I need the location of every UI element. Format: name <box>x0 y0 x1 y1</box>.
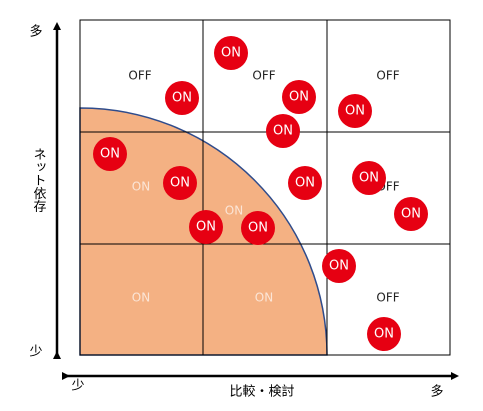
badge-label: ON <box>273 124 293 139</box>
grid <box>79 19 451 356</box>
badge-label: ON <box>248 221 268 236</box>
cell-label: OFF <box>128 69 151 83</box>
badge-label: ON <box>329 259 349 274</box>
badge-label: ON <box>359 171 379 186</box>
badge-label: ON <box>196 220 216 235</box>
cell-label: OFF <box>252 69 275 83</box>
badge-circle <box>288 166 322 200</box>
badge-label: ON <box>374 327 394 342</box>
cell-label: ON <box>225 204 243 218</box>
cell-label: ON <box>255 291 273 305</box>
cell-label: OFF <box>376 69 399 83</box>
cell-label: ON <box>132 291 150 305</box>
cell-label: OFF <box>376 291 399 305</box>
badges: ON ON ON ON ON ON ON ON ON ON ON ON ON ON <box>93 36 428 351</box>
badge-circle <box>266 114 300 148</box>
badge-label: ON <box>172 91 192 106</box>
badge-circle <box>241 211 275 245</box>
cell-label: ON <box>132 180 150 194</box>
badge-label: ON <box>170 176 190 191</box>
badge-label: ON <box>100 147 120 162</box>
badge-circle <box>93 137 127 171</box>
badge-circle <box>214 36 248 70</box>
badge-label: ON <box>295 176 315 191</box>
y-low-label: 少 <box>29 345 42 360</box>
badge-label: ON <box>345 104 365 119</box>
badge-circle <box>367 317 401 351</box>
badge-circle <box>163 166 197 200</box>
badge-circle <box>394 197 428 231</box>
badge-circle <box>282 80 316 114</box>
badge-circle <box>322 249 356 283</box>
badge-circle <box>189 210 223 244</box>
badge-label: ON <box>289 90 309 105</box>
badge-circle <box>352 161 386 195</box>
x-axis-label: 比較・検討 <box>229 384 294 400</box>
x-high-label: 多 <box>430 384 443 400</box>
x-low-label: 少 <box>71 379 84 394</box>
badge-circle <box>165 81 199 115</box>
badge-circle <box>338 94 372 128</box>
badge-label: ON <box>221 46 241 61</box>
y-axis-label: ネット依存 <box>31 148 47 213</box>
badge-label: ON <box>401 207 421 222</box>
y-high-label: 多 <box>29 24 42 40</box>
